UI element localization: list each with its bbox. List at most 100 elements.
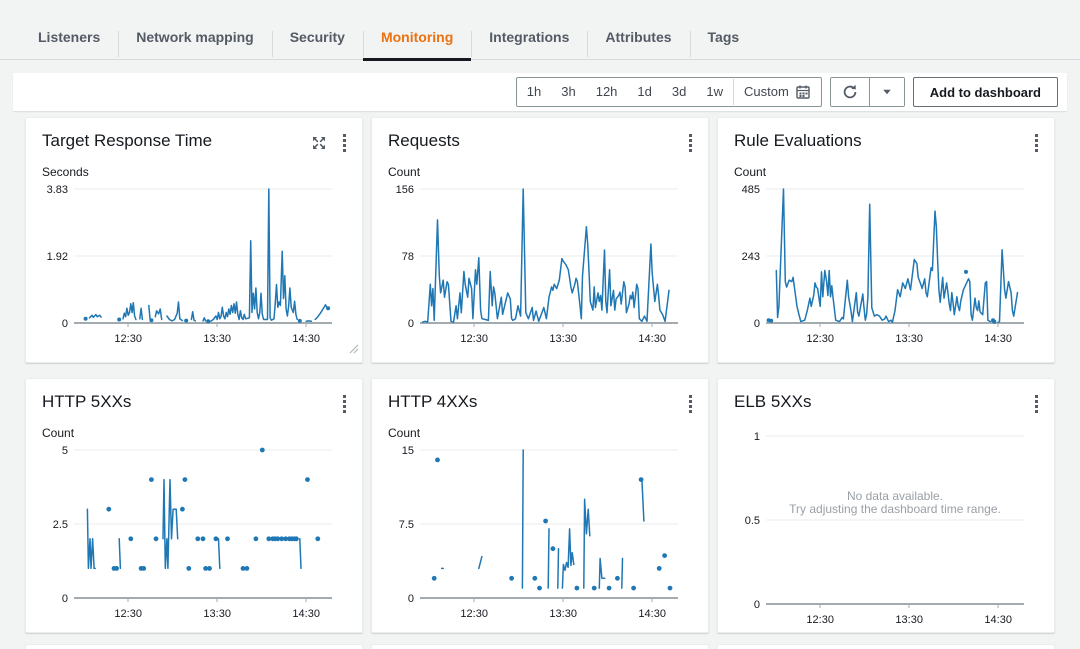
svg-text:13:30: 13:30 — [549, 333, 577, 345]
refresh-icon — [841, 83, 859, 101]
svg-text:1.92: 1.92 — [47, 251, 68, 263]
svg-text:5: 5 — [62, 445, 68, 457]
svg-text:14:30: 14:30 — [638, 608, 666, 620]
svg-text:0: 0 — [62, 593, 68, 605]
time-range-1w[interactable]: 1w — [696, 79, 733, 105]
tab-monitoring[interactable]: Monitoring — [363, 29, 471, 59]
refresh-button-group — [830, 77, 905, 107]
svg-text:7.5: 7.5 — [399, 519, 414, 531]
svg-text:14:30: 14:30 — [638, 333, 666, 345]
svg-text:13:30: 13:30 — [895, 333, 923, 345]
widget-title: ELB 5XXs — [734, 392, 1033, 412]
time-range-12h[interactable]: 12h — [586, 79, 628, 105]
svg-text:156: 156 — [396, 184, 414, 196]
chart-unit-label: Count — [372, 414, 708, 440]
svg-text:0: 0 — [408, 593, 414, 605]
svg-text:14:30: 14:30 — [292, 333, 320, 345]
resize-handle[interactable] — [349, 341, 359, 359]
widget-partial — [371, 644, 709, 649]
widget-menu-button[interactable] — [341, 133, 348, 153]
resize-grip-icon — [349, 344, 359, 354]
widget-menu-button[interactable] — [341, 394, 348, 414]
time-range-1d[interactable]: 1d — [627, 79, 661, 105]
widget-http-4xxs: HTTP 4XXsCount157.5012:3013:3014:30 — [371, 378, 709, 633]
time-range-3d[interactable]: 3d — [662, 79, 696, 105]
chart-toolbar: 1h3h12h1d3d1w Custom — [13, 73, 1067, 111]
monitoring-page: ListenersNetwork mappingSecurityMonitori… — [0, 0, 1080, 649]
chart-http-5xxs: 5 2.5 0 12:30 13:30 14:30 — [34, 442, 340, 624]
svg-text:3.83: 3.83 — [47, 184, 68, 196]
svg-text:13:30: 13:30 — [895, 614, 923, 626]
tab-network-mapping[interactable]: Network mapping — [118, 29, 271, 59]
svg-text:14:30: 14:30 — [984, 333, 1012, 345]
svg-text:13:30: 13:30 — [549, 608, 577, 620]
widget-target-response-time: Target Response TimeSeconds 3.83 1.92 0 12:3… — [25, 117, 363, 363]
widget-title: HTTP 4XXs — [388, 392, 687, 412]
widget-http-5xxs: HTTP 5XXsCount 5 2.5 0 12:30 13:30 14:30 — [25, 378, 363, 633]
widget-menu-button[interactable] — [1033, 394, 1040, 414]
widget-partial — [25, 644, 363, 649]
next-row-partial — [0, 633, 1080, 649]
tab-bar: ListenersNetwork mappingSecurityMonitori… — [0, 0, 1080, 60]
chart-http-4xxs: 157.5012:3013:3014:30 — [380, 442, 686, 624]
svg-text:12:30: 12:30 — [114, 608, 142, 620]
time-range-custom-button[interactable]: Custom — [733, 79, 821, 105]
widget-menu-button[interactable] — [687, 394, 694, 414]
svg-text:13:30: 13:30 — [203, 333, 231, 345]
tab-security[interactable]: Security — [272, 29, 363, 59]
time-range-1h[interactable]: 1h — [517, 79, 551, 105]
widget-elb-5xxs: ELB 5XXs10.5012:3013:3014:30No data avai… — [717, 378, 1055, 633]
chart-rule-evaluations: 485243012:3013:3014:30 — [726, 181, 1032, 349]
widget-rule-evaluations: Rule EvaluationsCount485243012:3013:3014… — [717, 117, 1055, 363]
svg-text:0: 0 — [754, 318, 760, 330]
widget-partial — [717, 644, 1055, 649]
svg-text:12:30: 12:30 — [460, 333, 488, 345]
svg-text:14:30: 14:30 — [292, 608, 320, 620]
svg-text:No data available.: No data available. — [847, 489, 943, 503]
svg-text:1: 1 — [754, 431, 760, 443]
custom-label: Custom — [744, 79, 789, 105]
chart-unit-label: Count — [718, 153, 1054, 179]
refresh-dropdown-button[interactable] — [869, 78, 904, 106]
widget-requests: RequestsCount 156 78 0 12:30 13:30 14:30 — [371, 117, 709, 363]
expand-icon — [311, 135, 327, 151]
svg-text:0: 0 — [408, 318, 414, 330]
chart-requests: 156 78 0 12:30 13:30 14:30 — [380, 181, 686, 349]
widget-title: Rule Evaluations — [734, 131, 1033, 151]
svg-text:Try adjusting the dashboard ti: Try adjusting the dashboard time range. — [789, 502, 1001, 516]
chart-unit-label: Count — [372, 153, 708, 179]
widget-title: Requests — [388, 131, 687, 151]
svg-text:14:30: 14:30 — [984, 614, 1012, 626]
caret-down-icon — [881, 86, 893, 98]
time-range-selector: 1h3h12h1d3d1w Custom — [516, 77, 822, 107]
svg-text:78: 78 — [402, 251, 414, 263]
svg-text:12:30: 12:30 — [114, 333, 142, 345]
chart-target-response-time: 3.83 1.92 0 12:30 13:30 14:30 — [34, 181, 340, 349]
tab-attributes[interactable]: Attributes — [587, 29, 689, 59]
chart-elb-5xxs: 10.5012:3013:3014:30No data available.Tr… — [726, 428, 1032, 630]
calendar-icon — [795, 84, 811, 100]
svg-text:0: 0 — [62, 318, 68, 330]
tab-tags[interactable]: Tags — [690, 29, 758, 59]
tab-listeners[interactable]: Listeners — [20, 29, 118, 59]
add-to-dashboard-button[interactable]: Add to dashboard — [913, 77, 1058, 107]
svg-text:12:30: 12:30 — [460, 608, 488, 620]
svg-text:12:30: 12:30 — [806, 333, 834, 345]
svg-text:12:30: 12:30 — [806, 614, 834, 626]
refresh-button[interactable] — [831, 78, 869, 106]
expand-widget-button[interactable] — [311, 135, 327, 151]
svg-text:13:30: 13:30 — [203, 608, 231, 620]
chart-unit-label: Count — [26, 414, 362, 440]
widgets-grid: Target Response TimeSeconds 3.83 1.92 0 12:3… — [0, 111, 1080, 633]
chart-unit-label: Seconds — [26, 153, 362, 179]
widget-menu-button[interactable] — [687, 133, 694, 153]
svg-text:243: 243 — [742, 251, 760, 263]
svg-text:0.5: 0.5 — [745, 515, 760, 527]
widget-title: HTTP 5XXs — [42, 392, 341, 412]
tab-integrations[interactable]: Integrations — [471, 29, 587, 59]
time-range-buttons: 1h3h12h1d3d1w — [517, 79, 733, 105]
widget-title: Target Response Time — [42, 131, 311, 151]
svg-text:2.5: 2.5 — [53, 519, 68, 531]
widget-menu-button[interactable] — [1033, 133, 1040, 153]
time-range-3h[interactable]: 3h — [551, 79, 585, 105]
